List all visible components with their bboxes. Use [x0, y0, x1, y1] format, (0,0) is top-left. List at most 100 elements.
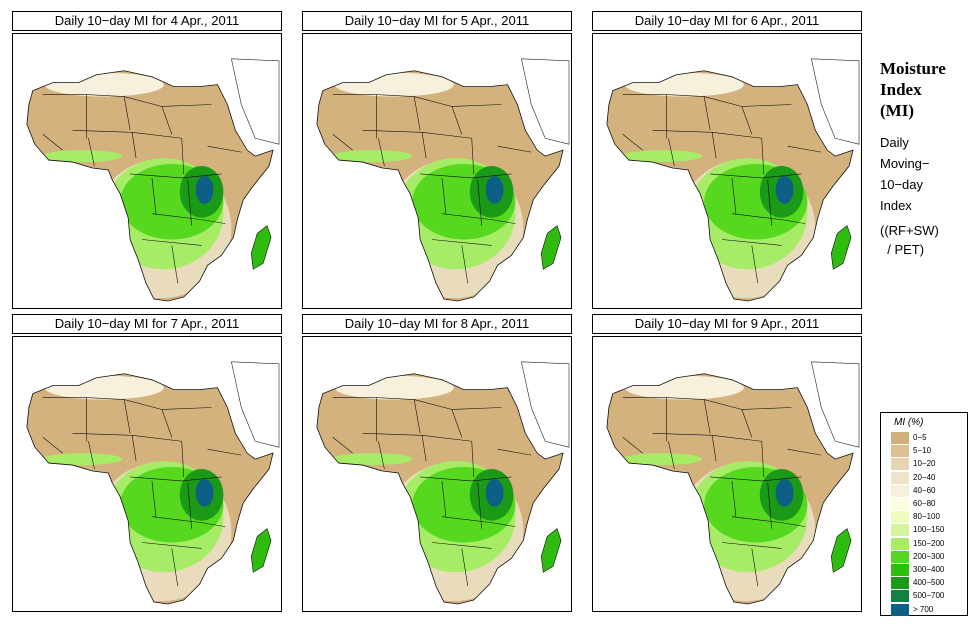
legend-swatch	[891, 432, 909, 444]
legend-label: 20−40	[913, 472, 936, 482]
panel-title: Daily 10−day MI for 4 Apr., 2011	[12, 11, 282, 31]
coastal-wet-band	[42, 453, 123, 466]
africa-map	[302, 336, 572, 612]
lake-region	[775, 478, 794, 507]
country-border	[741, 407, 792, 410]
sahara-north-light	[334, 72, 454, 97]
legend-item: 0−5	[891, 432, 961, 444]
country-border	[441, 480, 447, 517]
country-border	[668, 441, 675, 470]
country-border	[451, 104, 502, 107]
africa-map-svg	[26, 58, 280, 302]
sahara-north-light	[334, 375, 454, 400]
legend-item: 150−200	[891, 537, 961, 550]
country-border	[622, 94, 667, 139]
legend-label: 100−150	[913, 525, 945, 535]
country-border	[151, 177, 157, 214]
country-border	[187, 179, 192, 226]
legend-item: 300−400	[891, 564, 961, 576]
lake-region	[775, 175, 794, 204]
madagascar	[540, 225, 562, 270]
legend-label: 150−200	[913, 538, 945, 548]
lake-region	[195, 175, 214, 204]
country-border	[722, 542, 782, 549]
country-border	[131, 132, 137, 159]
madagascar	[830, 528, 852, 573]
legend-item: > 700	[891, 603, 961, 616]
index-formula: ((RF+SW) / PET)	[880, 221, 939, 259]
moisture-layers	[622, 72, 816, 299]
country-border	[751, 245, 759, 284]
legend-swatch	[891, 590, 909, 603]
country-border	[332, 437, 353, 454]
country-border	[741, 104, 792, 107]
description-line: Daily	[880, 135, 909, 150]
country-border	[420, 476, 512, 482]
legend-item: 5−10	[891, 445, 961, 458]
country-border	[767, 179, 772, 226]
panel-title: Daily 10−day MI for 5 Apr., 2011	[302, 11, 572, 31]
panel-title: Daily 10−day MI for 9 Apr., 2011	[592, 314, 862, 334]
country-border	[181, 441, 185, 477]
africa-map	[12, 33, 282, 309]
map-panel-1: Daily 10−day MI for 4 Apr., 2011	[12, 11, 282, 309]
legend-swatch	[891, 537, 909, 550]
country-border	[622, 437, 643, 454]
sahara-north-light	[624, 72, 744, 97]
country-border	[722, 239, 782, 246]
country-border	[497, 145, 532, 153]
country-border	[461, 548, 469, 587]
country-border	[751, 548, 759, 587]
country-border	[497, 448, 532, 456]
legend-swatch	[891, 550, 909, 563]
legend-swatch	[891, 577, 909, 590]
country-border	[441, 516, 516, 527]
africa-map-svg	[316, 58, 570, 302]
description-line: Index	[880, 198, 912, 213]
legend-item: 200−300	[891, 550, 961, 563]
coastline	[26, 70, 274, 302]
arabia-outline	[230, 361, 280, 448]
index-description: Daily Moving− 10−day Index	[880, 132, 930, 216]
legend-swatch	[891, 524, 909, 537]
legend-swatch	[891, 603, 909, 616]
madagascar	[830, 225, 852, 270]
country-border	[171, 548, 179, 587]
legend-swatch	[891, 484, 909, 497]
country-border	[471, 138, 475, 174]
legend-item: 400−500	[891, 577, 961, 590]
lake-region	[485, 478, 504, 507]
sahara-north-light	[624, 375, 744, 400]
formula-line: / PET)	[880, 242, 925, 257]
sahara-north-light	[44, 72, 164, 97]
country-border	[151, 480, 157, 517]
country-border	[711, 132, 717, 159]
legend-label: 80−100	[913, 512, 940, 522]
country-border	[710, 476, 802, 482]
country-border	[787, 145, 822, 153]
arabia-outline	[810, 361, 860, 448]
country-border	[767, 482, 772, 529]
coastal-wet-band	[622, 453, 703, 466]
map-panel-4: Daily 10−day MI for 7 Apr., 2011	[12, 314, 282, 612]
legend-label: > 700	[913, 604, 934, 614]
index-title-line: Moisture	[880, 59, 946, 78]
country-border	[378, 441, 385, 470]
country-border	[131, 435, 137, 462]
legend-swatch	[891, 458, 909, 471]
country-border	[72, 433, 182, 442]
africa-map-svg	[316, 361, 570, 605]
color-legend: MI (%) 0−5 5−10 10−20 20−40 40−60 60−80 80−100…	[880, 412, 968, 616]
index-title-line: Index	[880, 80, 922, 99]
country-border	[731, 516, 806, 527]
africa-map-svg	[606, 361, 860, 605]
legend-label: 60−80	[913, 499, 936, 508]
country-border	[731, 177, 737, 214]
lake-region	[485, 175, 504, 204]
map-panel-5: Daily 10−day MI for 8 Apr., 2011	[302, 314, 572, 612]
legend-label: 500−700	[913, 591, 945, 601]
country-border	[161, 407, 212, 410]
legend-swatch	[891, 564, 909, 576]
arabia-outline	[520, 361, 570, 448]
country-border	[332, 397, 377, 442]
